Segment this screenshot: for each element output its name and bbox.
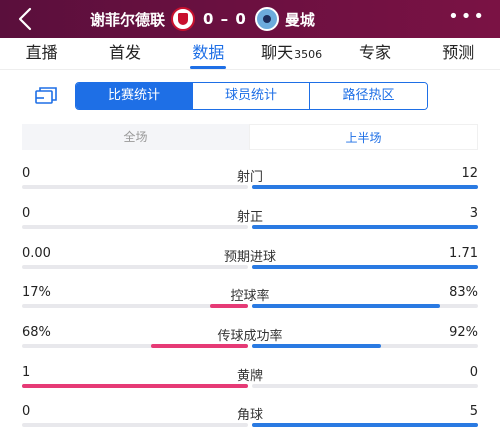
stat-row: 17% 控球率 83% [0,285,500,325]
share-screenshot-icon[interactable] [33,86,59,106]
tab-label: 预测 [442,43,475,62]
home-bar-track [22,225,248,229]
stat-row: 0 射正 3 [0,206,500,246]
away-bar-fill [252,423,478,427]
chat-count: 3506 [294,48,323,61]
match-score: 0 – 0 [203,10,247,28]
away-bar-track [252,225,478,229]
stat-row: 1 黄牌 0 [0,365,500,405]
segment-player-stats[interactable]: 球员统计 [193,83,310,109]
away-bar-fill [252,344,381,348]
away-bar-track [252,185,478,189]
stat-label: 射门 [236,170,263,185]
tab-lineup[interactable]: 首发 [83,38,166,69]
home-stat-value: 0 [22,206,31,221]
period-first-half[interactable]: 上半场 [249,124,478,150]
back-arrow-icon[interactable] [14,6,38,32]
away-team-name[interactable]: 曼城 [284,10,315,29]
home-stat-value: 0 [22,166,31,181]
home-bar-track [22,344,248,348]
stats-type-segmented-control: 比赛统计 球员统计 路径热区 [75,82,428,110]
away-stat-value: 12 [461,166,478,181]
home-bar-track [22,265,248,269]
tab-prediction[interactable]: 预测 [417,38,500,69]
tab-expert[interactable]: 专家 [333,38,416,69]
home-bar-fill [150,344,248,348]
stat-row: 0.00 预期进球 1.71 [0,246,500,286]
home-bar-fill [209,304,248,308]
tab-chat[interactable]: 聊天3506 [250,38,333,69]
stat-row: 68% 传球成功率 92% [0,325,500,365]
tab-label: 直播 [25,43,58,62]
stat-label: 控球率 [230,289,270,304]
home-bar-track [22,304,248,308]
home-stat-value: 17% [22,285,51,300]
away-bar-track [252,265,478,269]
home-bar-track [22,185,248,189]
main-tabs: 直播 首发 数据 聊天3506 专家 预测 [0,38,500,70]
away-bar-track [252,384,478,388]
away-bar-fill [252,304,440,308]
home-team-name[interactable]: 谢菲尔德联 [90,10,166,29]
segment-heatmap[interactable]: 路径热区 [310,83,427,109]
period-full-match[interactable]: 全场 [123,130,148,144]
stat-row: 0 射门 12 [0,166,500,206]
stats-subnav: 比赛统计 球员统计 路径热区 [0,80,500,112]
home-bar-fill [22,384,248,388]
home-stat-value: 1 [22,365,31,380]
away-stat-value: 5 [469,404,478,419]
home-stat-value: 0 [22,404,31,419]
away-stat-value: 1.71 [449,246,478,261]
stat-label: 黄牌 [236,369,263,384]
away-bar-fill [252,265,478,269]
away-stat-value: 83% [449,285,478,300]
tab-live[interactable]: 直播 [0,38,83,69]
away-bar-track [252,344,478,348]
away-bar-fill [252,185,478,189]
match-title: 谢菲尔德联 0 – 0 曼城 [90,0,315,38]
tab-label: 数据 [192,43,225,62]
tab-label: 聊天 [261,43,294,62]
period-selector: 全场 上半场 [22,124,478,150]
tab-data[interactable]: 数据 [167,38,250,69]
match-header: 谢菲尔德联 0 – 0 曼城 ••• [0,0,500,38]
away-stat-value: 0 [469,365,478,380]
stat-label: 传球成功率 [217,329,283,344]
away-bar-track [252,423,478,427]
tab-label: 首发 [108,43,141,62]
more-options-icon[interactable]: ••• [448,6,486,27]
stat-label: 预期进球 [223,250,276,265]
home-team-crest-icon[interactable] [171,7,196,31]
stat-label: 角球 [236,408,263,423]
away-bar-fill [252,225,478,229]
home-stat-value: 0.00 [22,246,51,261]
segment-match-stats[interactable]: 比赛统计 [76,83,193,109]
away-team-crest-icon[interactable] [254,7,279,31]
home-bar-track [22,423,248,427]
stat-row: 0 角球 5 [0,404,500,440]
away-stat-value: 92% [449,325,478,340]
away-stat-value: 3 [469,206,478,221]
stat-label: 射正 [236,210,263,225]
home-bar-track [22,384,248,388]
away-bar-track [252,304,478,308]
home-stat-value: 68% [22,325,51,340]
tab-label: 专家 [358,43,391,62]
